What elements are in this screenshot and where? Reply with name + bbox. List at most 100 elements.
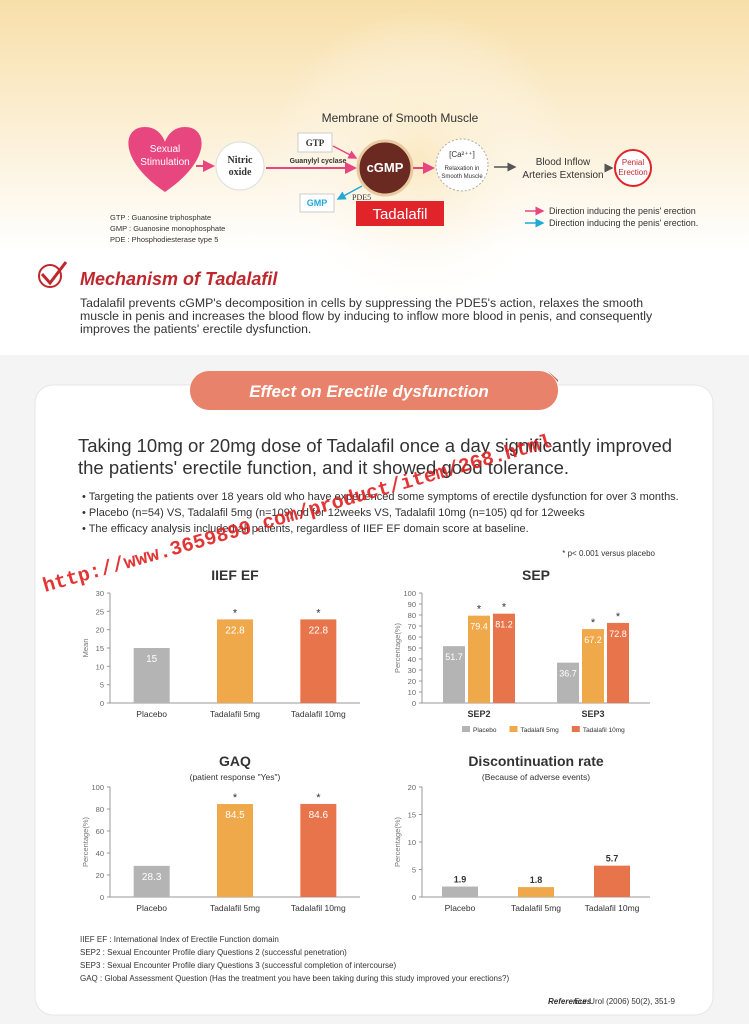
- bar: [300, 803, 337, 897]
- y-tick-label: 10: [96, 662, 104, 671]
- cyclase-label: Guanylyl cyclase: [290, 158, 347, 165]
- value-label: 15: [146, 654, 158, 665]
- abbreviation: GTP : Guanosine triphosphate: [110, 213, 211, 222]
- gtp-label: GTP: [306, 138, 325, 148]
- chart-title: SEP: [522, 567, 550, 583]
- bar: [133, 648, 170, 703]
- bullet: • Placebo (n=54) VS, Tadalafil 5mg (n=10…: [82, 507, 585, 519]
- significance-marker: *: [502, 602, 507, 614]
- y-tick-label: 25: [96, 607, 104, 616]
- check-icon: [40, 261, 68, 286]
- chart-subtitle: (patient response "Yes"): [190, 772, 281, 782]
- arrow-legend: Direction inducing the penis' erection.: [549, 218, 698, 228]
- glow: [270, 10, 570, 310]
- y-tick-label: 15: [408, 811, 416, 820]
- footnote: GAQ : Global Assessment Question (Has th…: [80, 974, 509, 983]
- nitric-circle: [215, 141, 265, 191]
- x-tick-label: Placebo: [445, 903, 476, 913]
- y-axis-label: Percentage(%): [393, 622, 402, 673]
- value-label: 84.6: [309, 810, 329, 821]
- stimulation-label: Sexual: [150, 144, 181, 155]
- legend-swatch: [462, 726, 470, 732]
- mechanism: Mechanism of Tadalafil Tadalafil prevent…: [38, 261, 653, 336]
- value-label: 72.8: [609, 629, 627, 639]
- headline: Taking 10mg or 20mg dose of Tadalafil on…: [78, 435, 672, 456]
- tadalafil-label: Tadalafil: [372, 206, 427, 223]
- significance-note: * p< 0.001 versus placebo: [562, 549, 655, 558]
- x-tick-label: SEP2: [467, 709, 490, 719]
- bar: [518, 887, 554, 897]
- value-label: 79.4: [470, 622, 488, 632]
- x-tick-label: SEP3: [581, 709, 604, 719]
- y-tick-label: 5: [100, 681, 104, 690]
- bar: [468, 615, 490, 703]
- bullet: • The efficacy analysis included all pat…: [82, 523, 529, 535]
- chart-subtitle: (Because of adverse events): [482, 772, 590, 782]
- significance-marker: *: [233, 792, 238, 804]
- gtp-box: [297, 132, 333, 153]
- legend-label: Placebo: [473, 727, 497, 734]
- y-tick-label: 50: [408, 644, 416, 653]
- footnote: SEP2 : Sexual Encounter Profile diary Qu…: [80, 948, 347, 957]
- references-label: References: [548, 997, 592, 1006]
- mechanism-text: muscle in penis and increases the blood …: [80, 309, 653, 323]
- stimulation-label: Stimulation: [140, 157, 189, 168]
- y-tick-label: 20: [96, 626, 104, 635]
- nitric-label: Nitric: [228, 155, 254, 166]
- nitric-label: oxide: [229, 167, 252, 178]
- footnote: SEP3 : Sexual Encounter Profile diary Qu…: [80, 961, 396, 970]
- value-label: 28.3: [142, 872, 162, 883]
- y-tick-label: 15: [96, 644, 104, 653]
- tadalafil-box: [356, 201, 444, 226]
- value-label: 51.7: [445, 652, 463, 662]
- legend-label: Tadalafil 10mg: [583, 727, 625, 734]
- value-label: 22.8: [225, 625, 245, 636]
- bar: [582, 629, 604, 703]
- x-tick-label: Tadalafil 5mg: [210, 709, 260, 719]
- ca-label: [Ca²⁺⁺]: [449, 150, 475, 159]
- diagram: Membrane of Smooth Muscle Sexual Stimula…: [110, 111, 698, 244]
- value-label: 1.8: [530, 875, 543, 885]
- y-tick-label: 20: [96, 871, 104, 880]
- y-tick-label: 20: [408, 783, 416, 792]
- membrane-label: Membrane of Smooth Muscle: [322, 111, 479, 125]
- cgmp-label: cGMP: [367, 160, 404, 175]
- y-tick-label: 0: [100, 699, 104, 708]
- y-tick-label: 90: [408, 600, 416, 609]
- y-tick-label: 60: [408, 633, 416, 642]
- ca-circle: [435, 138, 489, 192]
- bar: [594, 865, 630, 897]
- erection-label: Erection: [618, 168, 647, 177]
- arrow: [332, 145, 358, 159]
- value-label: 81.2: [495, 620, 513, 630]
- y-tick-label: 70: [408, 622, 416, 631]
- value-label: 36.7: [559, 669, 577, 679]
- arrow-legend: Direction inducing the penis' erection: [549, 206, 696, 216]
- heart: [128, 127, 202, 192]
- value-label: 67.2: [584, 635, 602, 645]
- abbreviation: PDE : Phosphodiesterase type 5: [110, 235, 218, 244]
- blood-label: Arteries Extension: [522, 170, 603, 181]
- bar: [300, 619, 337, 703]
- erection-circle: [614, 149, 652, 187]
- bar: [217, 804, 253, 897]
- x-tick-label: Tadalafil 5mg: [210, 903, 260, 913]
- y-tick-label: 0: [412, 893, 416, 902]
- bar: [557, 662, 579, 703]
- bar: [133, 865, 170, 897]
- y-tick-label: 100: [403, 589, 416, 598]
- chart-title: Discontinuation rate: [468, 753, 604, 769]
- chart-title: IIEF EF: [211, 567, 259, 583]
- significance-marker: *: [233, 607, 238, 619]
- value-label: 22.8: [309, 625, 329, 636]
- y-tick-label: 10: [408, 688, 416, 697]
- charts: IIEF EF Mean 0 5 10 15 20 25 30 15 Placebo 22.8 * Tad…: [81, 567, 650, 913]
- bar: [443, 646, 465, 703]
- significance-marker: *: [316, 792, 321, 804]
- gmp-box: [299, 193, 335, 213]
- y-tick-label: 5: [412, 866, 416, 875]
- significance-marker: *: [316, 607, 321, 619]
- y-tick-label: 30: [408, 666, 416, 675]
- legend-swatch: [571, 726, 580, 732]
